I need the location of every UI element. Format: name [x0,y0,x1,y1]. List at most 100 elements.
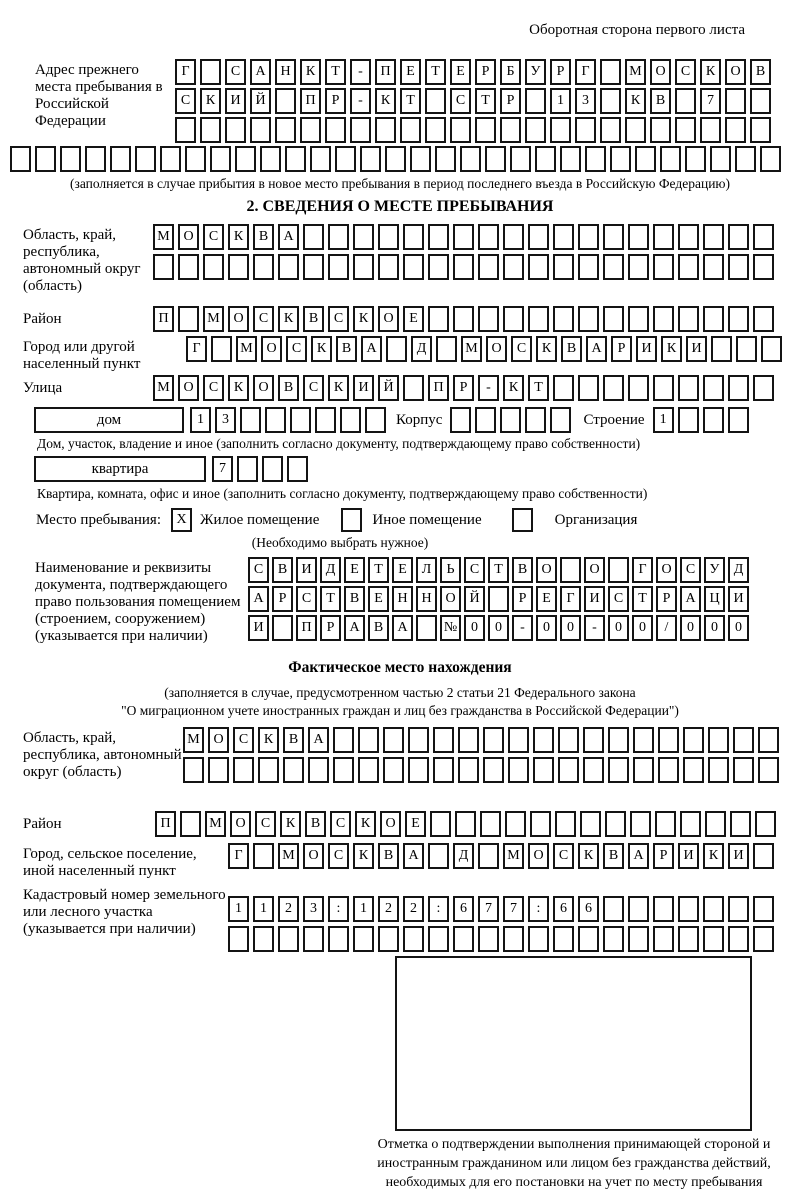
char-box[interactable]: Е [400,59,421,85]
char-box[interactable] [135,146,156,172]
organization-checkbox[interactable] [511,508,533,532]
char-box[interactable]: А [344,615,365,641]
char-box[interactable] [228,254,249,280]
char-box[interactable]: А [361,336,382,362]
char-box[interactable]: Т [325,59,346,85]
char-box[interactable]: С [248,557,269,583]
char-box[interactable] [278,926,299,952]
char-box[interactable] [85,146,106,172]
char-box[interactable]: Р [550,59,571,85]
char-box[interactable] [333,757,354,783]
char-box[interactable]: Р [611,336,632,362]
char-box[interactable]: С [330,811,351,837]
char-box[interactable]: 0 [728,615,749,641]
char-box[interactable] [353,254,374,280]
char-box[interactable]: Т [488,557,509,583]
char-box[interactable]: Т [632,586,653,612]
char-box[interactable] [603,224,624,250]
char-box[interactable]: К [280,811,301,837]
char-box[interactable]: 1 [228,896,249,922]
char-box[interactable]: 2 [378,896,399,922]
char-box[interactable] [608,557,629,583]
char-box[interactable] [535,146,556,172]
char-box[interactable] [430,811,451,837]
char-box[interactable]: : [428,896,449,922]
char-box[interactable] [703,896,724,922]
char-box[interactable]: К [503,375,524,401]
char-box[interactable]: Г [575,59,596,85]
char-box[interactable] [678,306,699,332]
char-box[interactable] [678,224,699,250]
char-box[interactable] [728,926,749,952]
char-box[interactable]: О [178,375,199,401]
char-box[interactable] [208,757,229,783]
char-box[interactable]: Й [464,586,485,612]
char-box[interactable] [728,306,749,332]
char-box[interactable]: К [703,843,724,869]
char-box[interactable]: В [283,727,304,753]
char-box[interactable]: М [203,306,224,332]
char-box[interactable]: С [303,375,324,401]
char-box[interactable] [683,757,704,783]
char-box[interactable]: Й [250,88,271,114]
char-box[interactable]: М [183,727,204,753]
char-box[interactable]: Р [325,88,346,114]
char-box[interactable] [553,926,574,952]
char-box[interactable] [425,117,446,143]
char-box[interactable] [753,375,774,401]
char-box[interactable]: О [536,557,557,583]
char-box[interactable] [610,146,631,172]
char-box[interactable]: С [450,88,471,114]
char-box[interactable]: В [336,336,357,362]
char-box[interactable] [560,146,581,172]
char-box[interactable]: О [208,727,229,753]
char-box[interactable] [675,117,696,143]
char-box[interactable] [753,224,774,250]
char-box[interactable] [603,896,624,922]
char-box[interactable] [653,896,674,922]
char-box[interactable]: В [278,375,299,401]
char-box[interactable] [560,557,581,583]
char-box[interactable]: А [586,336,607,362]
char-box[interactable] [528,254,549,280]
char-box[interactable]: Р [320,615,341,641]
char-box[interactable] [425,88,446,114]
char-box[interactable] [728,375,749,401]
char-box[interactable]: А [403,843,424,869]
char-box[interactable]: В [253,224,274,250]
char-box[interactable]: Т [400,88,421,114]
char-box[interactable]: Е [368,586,389,612]
char-box[interactable]: И [225,88,246,114]
char-box[interactable]: М [461,336,482,362]
char-box[interactable] [10,146,31,172]
char-box[interactable] [178,306,199,332]
char-box[interactable] [508,757,529,783]
char-box[interactable] [378,254,399,280]
char-box[interactable]: К [328,375,349,401]
char-box[interactable]: П [296,615,317,641]
char-box[interactable] [583,757,604,783]
char-box[interactable] [328,926,349,952]
char-box[interactable] [303,926,324,952]
char-box[interactable]: Е [344,557,365,583]
char-box[interactable] [628,254,649,280]
char-box[interactable] [275,117,296,143]
char-box[interactable]: М [236,336,257,362]
char-box[interactable] [478,926,499,952]
char-box[interactable] [428,926,449,952]
char-box[interactable] [300,117,321,143]
char-box[interactable] [578,254,599,280]
char-box[interactable]: М [278,843,299,869]
char-box[interactable] [435,146,456,172]
char-box[interactable] [275,88,296,114]
char-box[interactable]: О [178,224,199,250]
char-box[interactable]: И [248,615,269,641]
char-box[interactable]: 1 [652,407,674,433]
char-box[interactable] [605,811,626,837]
char-box[interactable] [375,117,396,143]
char-box[interactable]: - [584,615,605,641]
char-box[interactable] [635,146,656,172]
char-box[interactable] [733,757,754,783]
char-box[interactable] [653,224,674,250]
char-box[interactable] [678,375,699,401]
